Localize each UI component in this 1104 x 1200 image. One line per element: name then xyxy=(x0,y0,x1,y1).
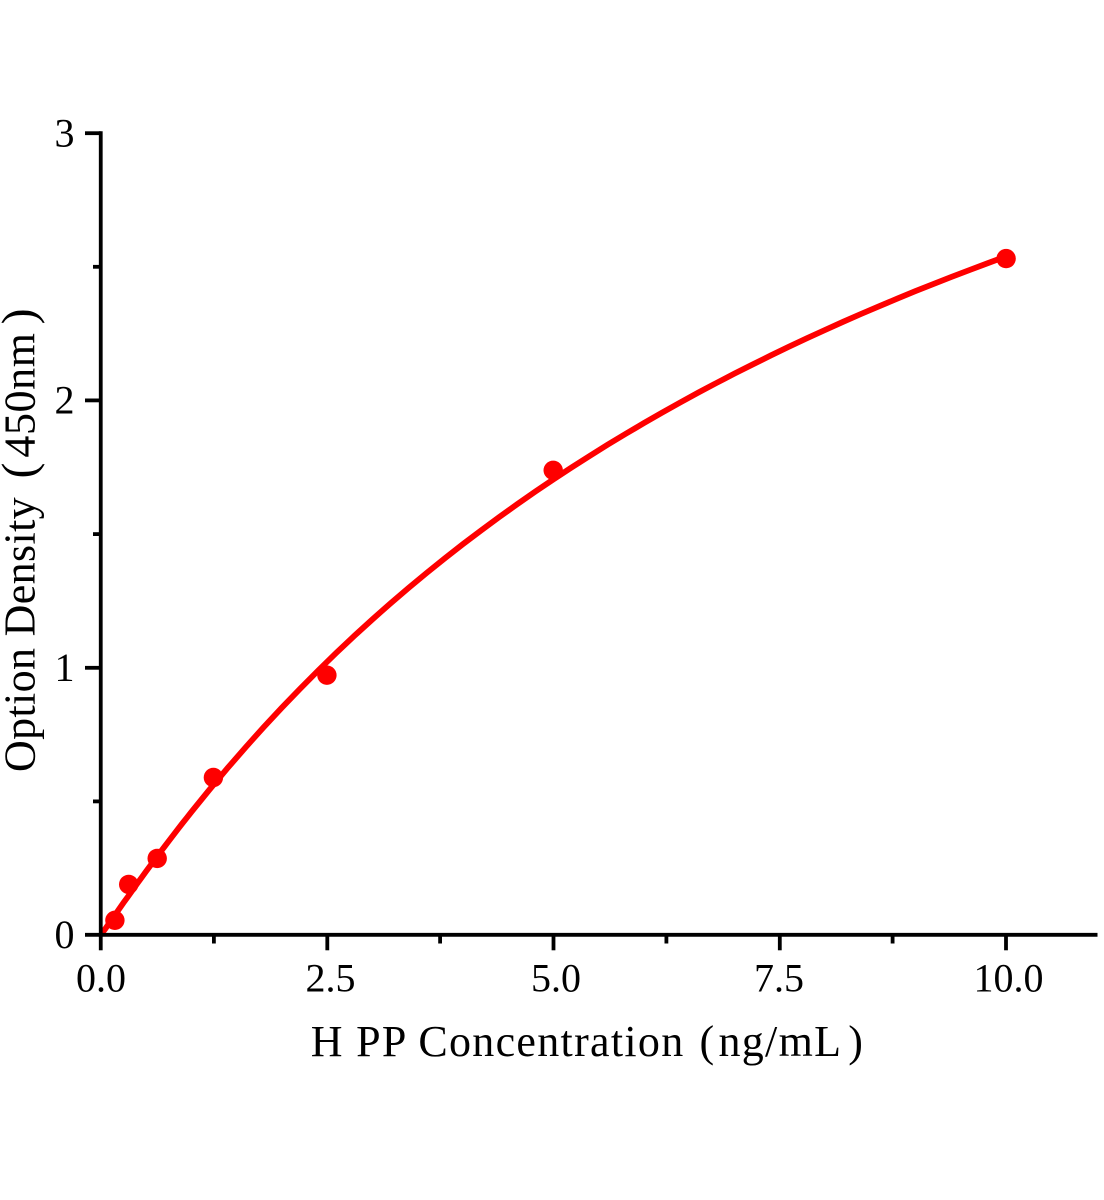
svg-text:2.5: 2.5 xyxy=(306,956,356,1001)
svg-text:0: 0 xyxy=(55,912,75,957)
svg-text:H PP Concentration(ng/mL): H PP Concentration (ng/mL) xyxy=(311,1017,864,1066)
svg-text:1: 1 xyxy=(55,645,75,690)
svg-text:10.0: 10.0 xyxy=(974,956,1044,1001)
svg-text:0.0: 0.0 xyxy=(76,956,126,1001)
svg-text:5.0: 5.0 xyxy=(531,956,581,1001)
svg-text:7.5: 7.5 xyxy=(754,956,804,1001)
svg-text:2: 2 xyxy=(55,378,75,423)
svg-text:Option Density(450nm): Option Density(450nm) xyxy=(0,308,46,772)
svg-text:3: 3 xyxy=(55,110,75,155)
